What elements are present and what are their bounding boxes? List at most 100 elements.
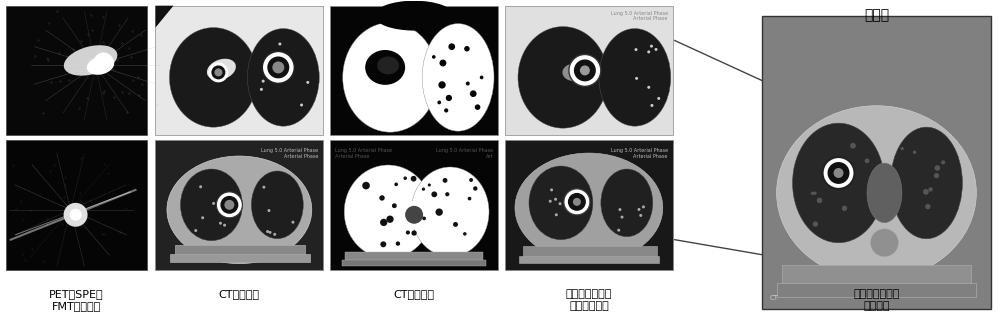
Circle shape [194, 229, 197, 232]
Ellipse shape [867, 163, 902, 223]
Circle shape [267, 57, 289, 78]
Ellipse shape [344, 165, 432, 259]
Ellipse shape [411, 167, 489, 257]
Circle shape [617, 229, 620, 232]
Circle shape [842, 206, 847, 211]
Circle shape [647, 86, 650, 89]
Circle shape [266, 230, 269, 233]
Circle shape [923, 189, 929, 195]
Ellipse shape [422, 23, 494, 131]
Text: CT: CT [770, 295, 779, 302]
Circle shape [406, 230, 410, 234]
Circle shape [219, 222, 222, 225]
Circle shape [865, 158, 869, 163]
Circle shape [224, 200, 234, 210]
Ellipse shape [562, 63, 587, 81]
Circle shape [574, 59, 596, 81]
Circle shape [448, 43, 455, 50]
Circle shape [453, 222, 458, 227]
Bar [170, 254, 310, 262]
Text: Lung 5.0 Arterial Phase
Arterial Phase: Lung 5.0 Arterial Phase Arterial Phase [611, 11, 668, 21]
Circle shape [574, 204, 577, 207]
Bar [342, 260, 486, 266]
Circle shape [201, 216, 204, 219]
Circle shape [469, 178, 473, 182]
Circle shape [306, 81, 309, 84]
Circle shape [813, 221, 818, 227]
Circle shape [223, 224, 226, 227]
Ellipse shape [247, 28, 319, 126]
Bar [505, 6, 673, 135]
Ellipse shape [518, 26, 608, 128]
Ellipse shape [64, 45, 117, 76]
Circle shape [435, 208, 443, 216]
Circle shape [70, 209, 82, 221]
Bar [777, 282, 976, 297]
Circle shape [470, 90, 477, 97]
Bar [345, 252, 483, 260]
Circle shape [657, 97, 660, 100]
Circle shape [635, 48, 637, 51]
Text: Lung 5.0 Arterial Phase
Arterial Phase: Lung 5.0 Arterial Phase Arterial Phase [261, 148, 318, 159]
Circle shape [386, 215, 394, 223]
Circle shape [811, 192, 814, 195]
Text: Lung 5.0 Arterial Phase
Art: Lung 5.0 Arterial Phase Art [436, 148, 493, 159]
Circle shape [300, 104, 303, 107]
Circle shape [400, 201, 428, 229]
Circle shape [411, 230, 417, 236]
Circle shape [573, 198, 581, 206]
Circle shape [278, 43, 281, 46]
Text: 患病区域提取以
计算特征向量: 患病区域提取以 计算特征向量 [566, 289, 612, 311]
Circle shape [446, 95, 452, 101]
Circle shape [267, 209, 270, 212]
Circle shape [928, 187, 933, 192]
Circle shape [580, 65, 590, 75]
Circle shape [655, 48, 658, 51]
Circle shape [362, 182, 370, 189]
Circle shape [647, 50, 650, 53]
Bar [782, 265, 971, 284]
Circle shape [211, 65, 225, 79]
Ellipse shape [169, 27, 257, 127]
Circle shape [422, 216, 426, 220]
Text: PET、SPE、
FMT定位图片: PET、SPE、 FMT定位图片 [49, 289, 104, 311]
Circle shape [834, 168, 844, 178]
Bar [6, 140, 147, 270]
Circle shape [618, 208, 621, 211]
Circle shape [208, 62, 228, 82]
Ellipse shape [529, 166, 593, 240]
Circle shape [437, 100, 441, 104]
Bar [505, 140, 673, 270]
Circle shape [394, 183, 398, 186]
Bar [330, 6, 498, 135]
Circle shape [925, 204, 931, 209]
Circle shape [913, 150, 916, 154]
Circle shape [411, 176, 416, 182]
Circle shape [635, 77, 638, 80]
Circle shape [443, 178, 447, 183]
Circle shape [468, 197, 471, 200]
Circle shape [823, 157, 855, 189]
Circle shape [850, 143, 856, 149]
Circle shape [475, 105, 480, 110]
Circle shape [642, 205, 645, 208]
Circle shape [550, 188, 553, 191]
Circle shape [650, 104, 653, 107]
Circle shape [568, 193, 586, 211]
Circle shape [262, 80, 265, 83]
Text: CT截取图片: CT截取图片 [219, 289, 260, 299]
Circle shape [273, 233, 276, 236]
Circle shape [405, 206, 423, 224]
Circle shape [935, 165, 940, 171]
Circle shape [650, 45, 653, 48]
Circle shape [262, 52, 294, 83]
Circle shape [64, 203, 88, 227]
Circle shape [445, 192, 449, 196]
Circle shape [272, 61, 284, 73]
Ellipse shape [793, 123, 884, 243]
Ellipse shape [599, 28, 671, 126]
Ellipse shape [377, 57, 399, 74]
Bar [155, 140, 323, 270]
Circle shape [422, 188, 425, 191]
Circle shape [281, 75, 284, 78]
